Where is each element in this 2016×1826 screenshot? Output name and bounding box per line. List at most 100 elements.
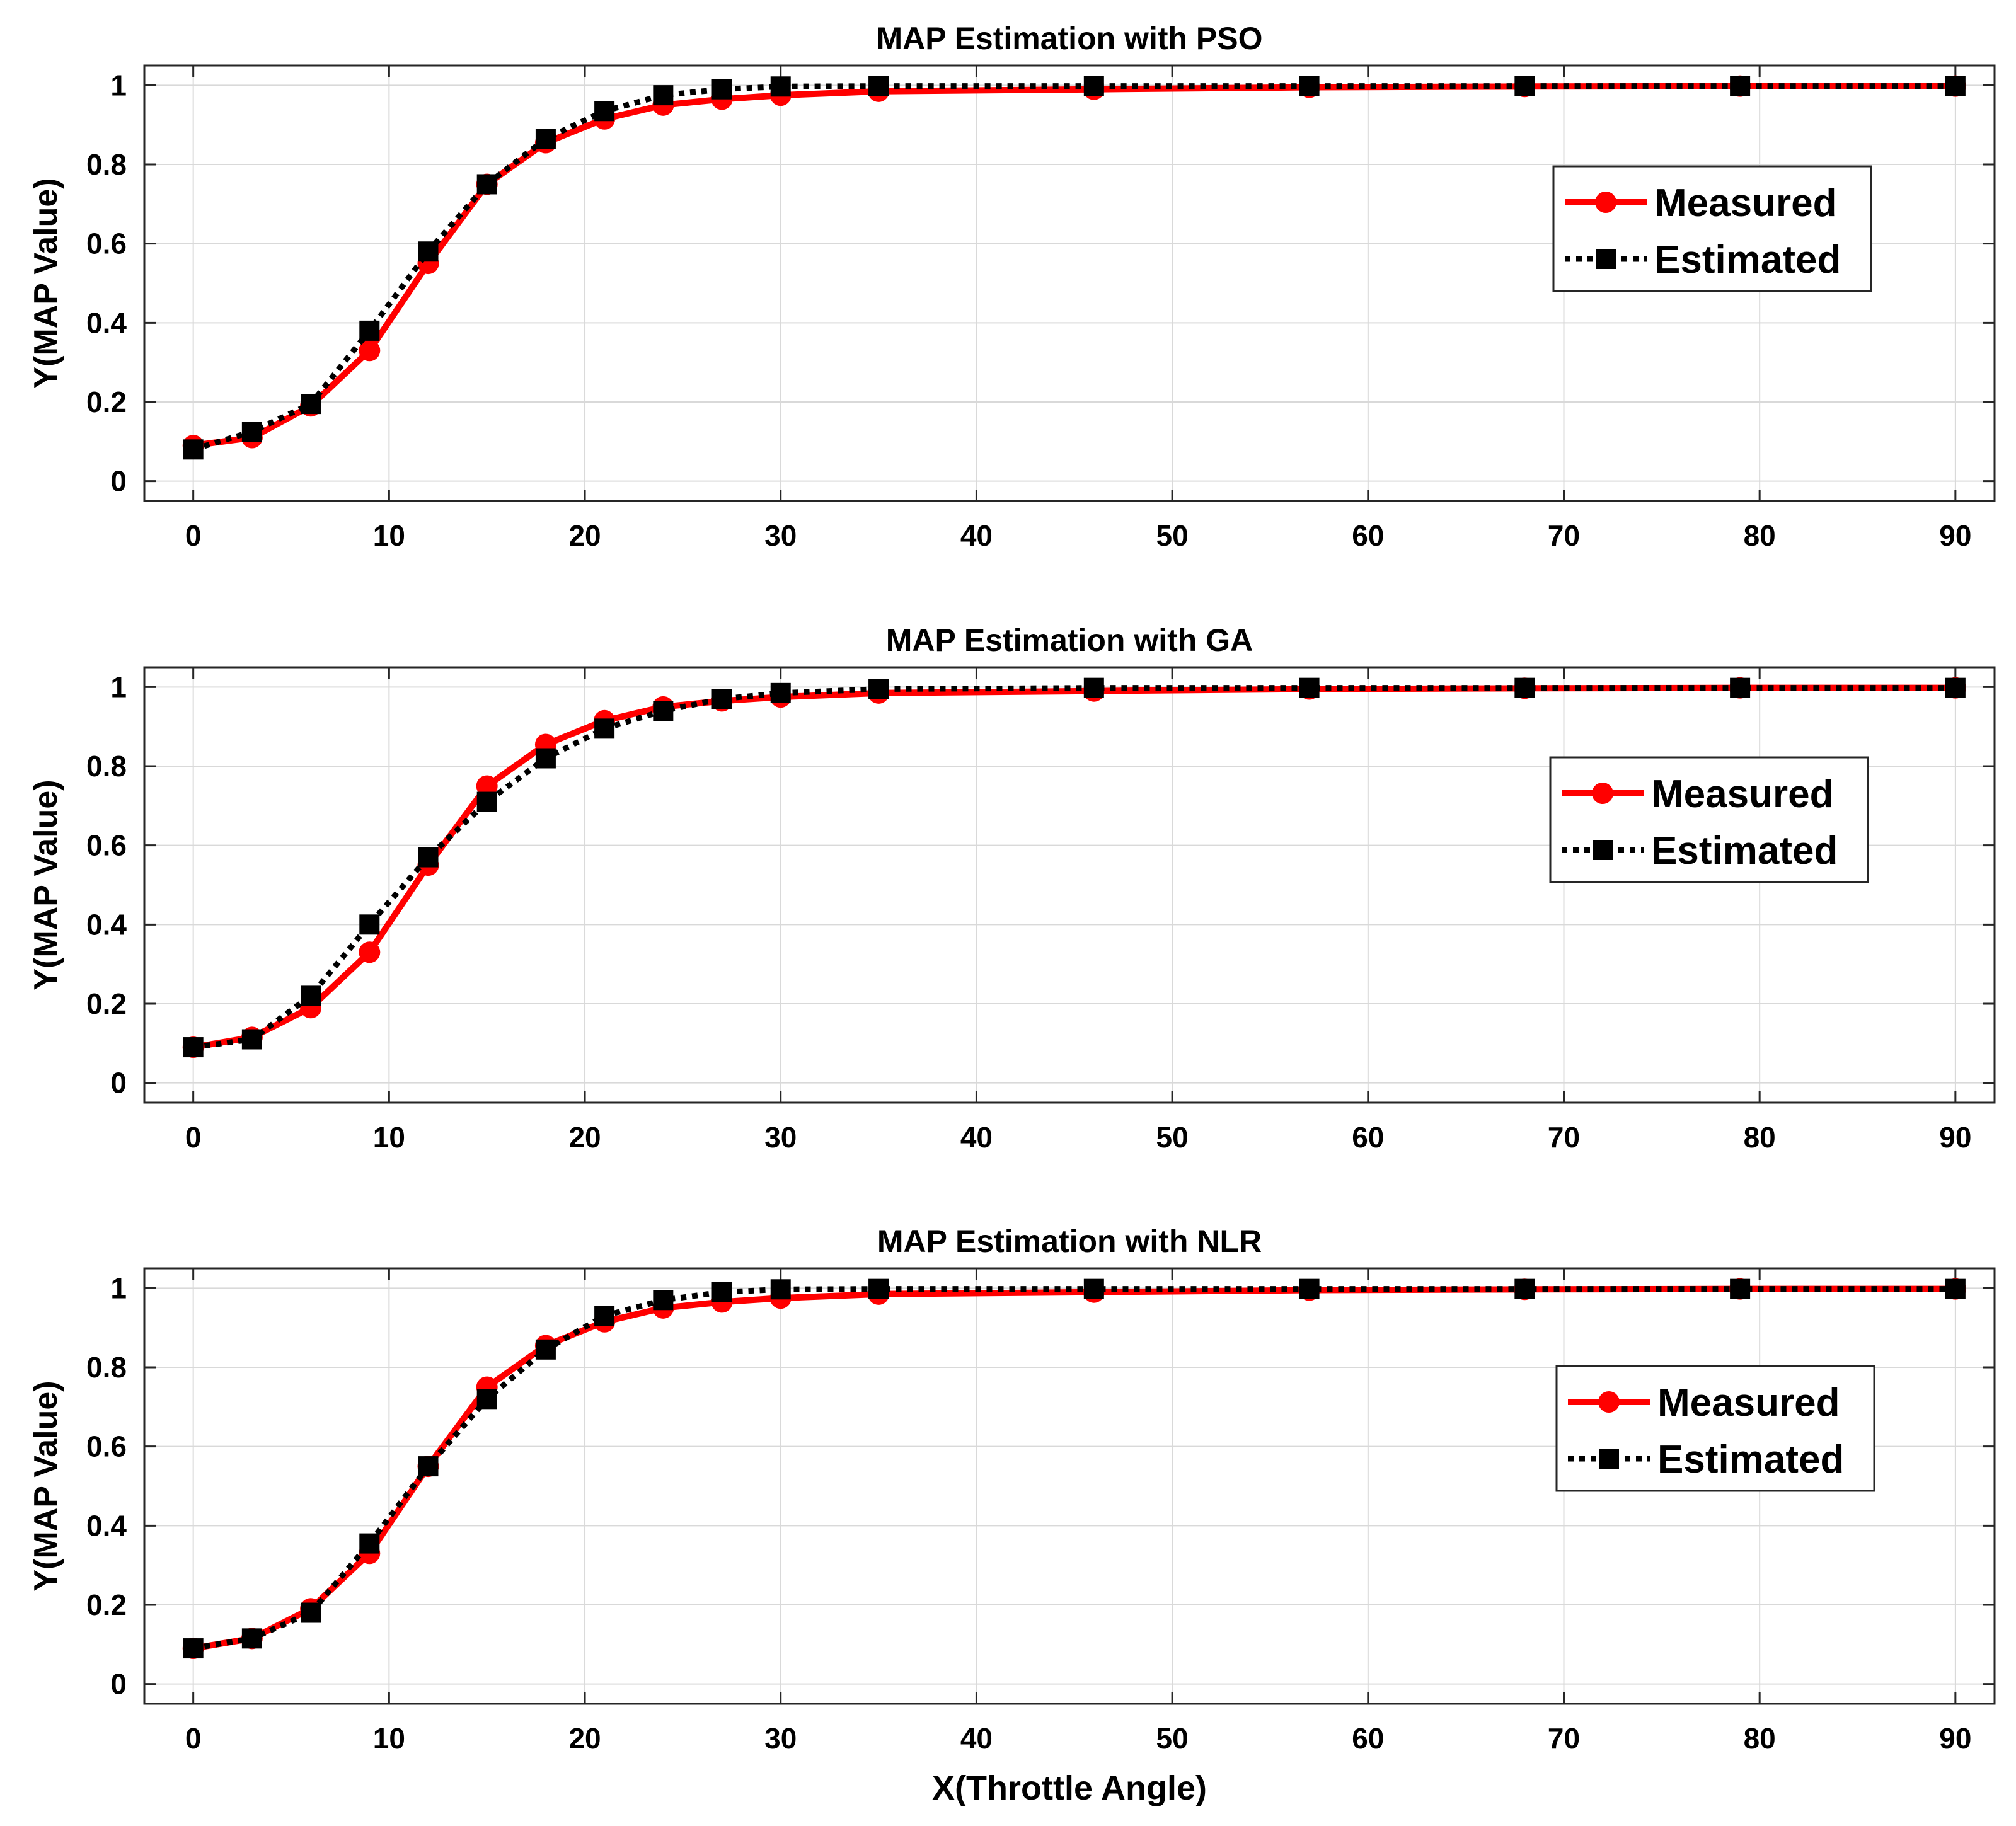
- x-tick-label: 40: [960, 1121, 993, 1154]
- x-tick-label: 30: [764, 1121, 797, 1154]
- legend-box: [1555, 1365, 1875, 1492]
- data-point-estimated: [418, 1456, 439, 1477]
- data-point-estimated: [1299, 76, 1320, 96]
- subplot-1: 0 10 20 30 40 50 60 70 80 90 0 0.2 0.4 0.6 0.8 1 MAP Est…: [28, 21, 1996, 552]
- y-tick-label: 0.2: [86, 987, 127, 1020]
- data-point-estimated: [183, 439, 204, 460]
- data-point-estimated: [653, 85, 674, 106]
- x-tick-label: 0: [185, 1722, 202, 1755]
- data-point-estimated: [241, 1029, 262, 1050]
- legend-label: Measured: [1651, 772, 1833, 816]
- x-tick-label: 80: [1744, 1121, 1776, 1154]
- y-tick-label: 0: [110, 1067, 127, 1100]
- data-point-estimated: [359, 1533, 380, 1554]
- x-tick-label: 20: [568, 1121, 601, 1154]
- y-tick-label: 0.2: [86, 386, 127, 418]
- x-tick-label: 90: [1939, 519, 1971, 552]
- x-tick-label: 0: [185, 1121, 202, 1154]
- x-tick-label: 70: [1548, 1722, 1580, 1755]
- x-tick-label: 60: [1352, 519, 1384, 552]
- data-point-estimated: [418, 847, 439, 868]
- y-tick-label: 0: [110, 1668, 127, 1701]
- legend-marker-circle: [1595, 192, 1616, 213]
- x-tick-label: 40: [960, 1722, 993, 1755]
- data-point-measured: [359, 340, 381, 362]
- x-tick-label: 10: [373, 1121, 405, 1154]
- x-tick-label: 20: [568, 1722, 601, 1755]
- data-point-estimated: [476, 1389, 497, 1410]
- legend-box: [1552, 165, 1872, 292]
- data-point-estimated: [535, 748, 556, 769]
- y-tick-label: 0.6: [86, 227, 127, 260]
- y-tick-label: 0.6: [86, 1430, 127, 1463]
- data-point-estimated: [1083, 677, 1104, 698]
- data-point-estimated: [535, 129, 556, 149]
- legend-marker-square: [1593, 840, 1613, 860]
- chart-title: MAP Estimation with NLR: [877, 1224, 1262, 1259]
- legend: Measured Estimated: [1549, 756, 1869, 883]
- legend-label: Measured: [1654, 181, 1836, 225]
- data-point-estimated: [183, 1037, 204, 1058]
- axes-box: [143, 1267, 1996, 1705]
- data-point-estimated: [1083, 1278, 1104, 1299]
- data-point-estimated: [1945, 1278, 1966, 1299]
- y-tick-label: 0.6: [86, 829, 127, 862]
- data-point-measured: [476, 775, 498, 797]
- legend-label: Estimated: [1654, 238, 1841, 282]
- data-point-estimated: [711, 689, 732, 709]
- data-point-estimated: [1730, 76, 1751, 96]
- series-estimated: [183, 1278, 1966, 1659]
- series-estimated: [183, 76, 1966, 460]
- chart-title: MAP Estimation with PSO: [876, 21, 1262, 56]
- y-axis-label: Y(MAP Value): [28, 178, 64, 388]
- data-point-estimated: [241, 1628, 262, 1649]
- subplot-2: 0 10 20 30 40 50 60 70 80 90 0 0.2 0.4 0.6 0.8 1 MAP Est…: [28, 623, 1996, 1154]
- data-point-estimated: [359, 914, 380, 935]
- data-point-estimated: [594, 718, 615, 739]
- series-estimated: [183, 677, 1966, 1058]
- legend-label: Estimated: [1651, 829, 1838, 873]
- y-tick-label: 1: [110, 670, 127, 703]
- legend-marker-circle: [1598, 1391, 1620, 1413]
- y-tick-label: 0.8: [86, 1351, 127, 1384]
- data-point-estimated: [1083, 76, 1104, 96]
- x-tick-label: 50: [1156, 519, 1189, 552]
- x-tick-label: 80: [1744, 1722, 1776, 1755]
- x-tick-label: 0: [185, 519, 202, 552]
- data-point-estimated: [1514, 1278, 1535, 1299]
- x-axis-label: X(Throttle Angle): [932, 1769, 1207, 1807]
- x-tick-label: 40: [960, 519, 993, 552]
- y-tick-label: 1: [110, 69, 127, 101]
- data-point-estimated: [711, 79, 732, 100]
- x-tick-label: 50: [1156, 1121, 1189, 1154]
- x-tick-label: 70: [1548, 519, 1580, 552]
- x-tick-label: 10: [373, 519, 405, 552]
- data-point-estimated: [418, 241, 439, 262]
- data-point-estimated: [868, 76, 889, 96]
- subplot-3: 0 10 20 30 40 50 60 70 80 90 0 0.2 0.4 0.6 0.8 1 MAP Est…: [28, 1224, 1996, 1807]
- legend-label: Estimated: [1657, 1438, 1844, 1481]
- y-tick-label: 0.4: [86, 306, 127, 339]
- data-point-estimated: [653, 701, 674, 721]
- y-tick-label: 0.2: [86, 1588, 127, 1621]
- data-point-estimated: [183, 1638, 204, 1659]
- x-tick-label: 70: [1548, 1121, 1580, 1154]
- legend: Measured Estimated: [1555, 1365, 1875, 1492]
- y-tick-label: 0.8: [86, 750, 127, 783]
- x-tick-label: 80: [1744, 519, 1776, 552]
- y-tick-label: 0.8: [86, 148, 127, 181]
- data-point-estimated: [653, 1290, 674, 1311]
- data-point-estimated: [1945, 76, 1966, 96]
- data-point-estimated: [594, 101, 615, 122]
- data-point-estimated: [476, 791, 497, 812]
- legend: Measured Estimated: [1552, 165, 1872, 292]
- legend-box: [1549, 756, 1869, 883]
- axes-box: [143, 64, 1996, 502]
- data-point-estimated: [241, 422, 262, 442]
- data-point-estimated: [1730, 677, 1751, 698]
- data-point-estimated: [1514, 677, 1535, 698]
- legend-marker-square: [1599, 1449, 1619, 1469]
- x-tick-label: 90: [1939, 1722, 1971, 1755]
- y-tick-label: 0: [110, 465, 127, 498]
- x-tick-label: 60: [1352, 1121, 1384, 1154]
